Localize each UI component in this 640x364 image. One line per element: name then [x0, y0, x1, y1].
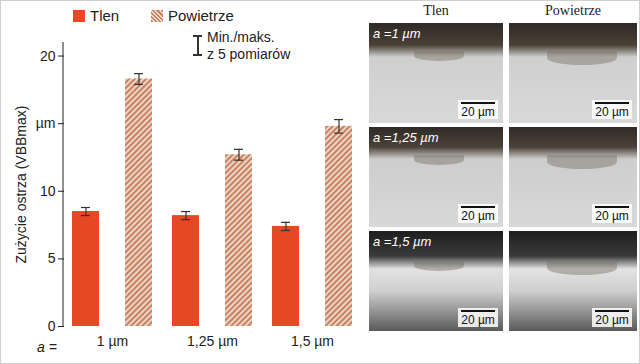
svg-text:20: 20: [40, 48, 56, 64]
svg-text:0: 0: [48, 318, 56, 334]
html-text:20 µm: 20 µm: [595, 313, 629, 327]
svg-text:1,25 µm: 1,25 µm: [187, 333, 238, 349]
html-text:20 µm: 20 µm: [595, 105, 629, 119]
svg-text:µm: µm: [36, 115, 56, 131]
html-text:a =: a =: [37, 339, 57, 355]
svg-text:1,5 µm: 1,5 µm: [291, 333, 334, 349]
html-text:20 µm: 20 µm: [461, 209, 495, 223]
svg-text:10: 10: [40, 183, 56, 199]
html-text:a =1 µm: a =1 µm: [373, 26, 421, 41]
svg-text:1 µm: 1 µm: [97, 333, 128, 349]
html-text:20 µm: 20 µm: [595, 209, 629, 223]
html-text:Tlen: Tlen: [423, 3, 449, 18]
html-text:20 µm: 20 µm: [461, 105, 495, 119]
html-text:a =1,25 µm: a =1,25 µm: [373, 130, 439, 145]
html-text:z 5 pomiarów: z 5 pomiarów: [207, 46, 291, 62]
svg-text:Zużycie ostrza (VBBmax): Zużycie ostrza (VBBmax): [13, 106, 29, 264]
html-text:Tlen: Tlen: [90, 7, 120, 24]
html-text:Powietrze: Powietrze: [545, 3, 601, 18]
html-text:Powietrze: Powietrze: [168, 7, 234, 24]
svg-text:5: 5: [48, 250, 56, 266]
html-text:20 µm: 20 µm: [461, 313, 495, 327]
html-text:a =1,5 µm: a =1,5 µm: [373, 234, 432, 249]
html-text:Min./maks.: Min./maks.: [207, 29, 275, 45]
